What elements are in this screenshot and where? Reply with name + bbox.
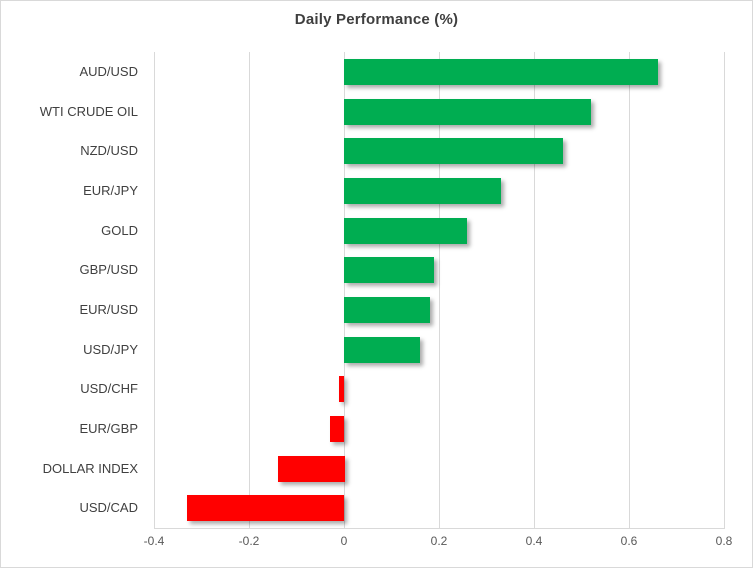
x-tick-label: 0.8 [715,534,733,548]
x-tick-label: 0.6 [620,534,638,548]
bar-nzd-usd [344,138,563,164]
gridline [439,52,440,528]
bar-eur-jpy [344,178,501,204]
category-label: EUR/USD [79,302,138,317]
x-tick-label: -0.4 [143,534,165,548]
bar-eur-gbp [330,416,344,442]
gridline [724,52,725,528]
bar-aud-usd [344,59,658,85]
category-label: DOLLAR INDEX [42,461,138,476]
gridline [249,52,250,528]
gridline [154,52,155,528]
x-tick-label: 0 [340,534,348,548]
category-label: WTI CRUDE OIL [39,104,138,119]
x-axis-line [154,528,725,529]
category-label: AUD/USD [79,64,138,79]
x-tick-label: -0.2 [238,534,260,548]
category-label: USD/JPY [83,342,138,357]
gridline [629,52,630,528]
category-label: EUR/GBP [79,421,138,436]
x-tick-label: 0.4 [525,534,543,548]
gridline [344,52,345,528]
category-label: USD/CHF [80,381,138,396]
bar-wti-crude-oil [344,99,591,125]
category-label: EUR/JPY [83,183,138,198]
gridline [534,52,535,528]
bar-dollar-index [278,456,345,482]
bar-gold [344,218,467,244]
chart-title: Daily Performance (%) [294,11,459,28]
x-tick-label: 0.2 [430,534,448,548]
category-label: NZD/USD [80,143,138,158]
category-label: GOLD [101,223,138,238]
category-label: GBP/USD [79,262,138,277]
bar-usd-jpy [344,337,420,363]
category-label: USD/CAD [79,500,138,515]
bar-usd-chf [339,376,344,402]
bar-gbp-usd [344,257,434,283]
bar-usd-cad [187,495,344,521]
bar-eur-usd [344,297,430,323]
